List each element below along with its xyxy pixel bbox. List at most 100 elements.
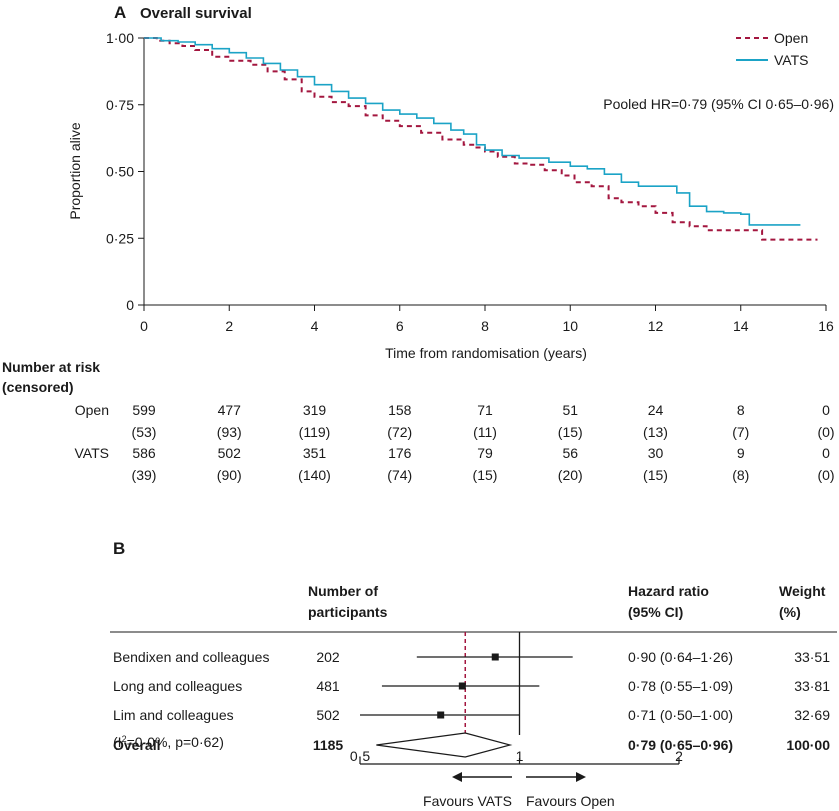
overall-label: Overall <box>113 737 160 753</box>
risk-censored: (8) <box>732 467 749 483</box>
y-axis: 0 0·25 0·50 0·75 1·00 <box>106 30 145 313</box>
risk-count: 8 <box>737 402 745 418</box>
forest-axis: 0·5 1 2 <box>350 748 683 765</box>
y-tick-label: 0·50 <box>106 164 134 180</box>
risk-censored: (90) <box>217 467 242 483</box>
x-tick-label: 12 <box>648 318 664 334</box>
risk-count: 158 <box>388 402 412 418</box>
risk-count: 586 <box>132 445 156 461</box>
risk-censored: (119) <box>299 424 331 440</box>
y-tick-label: 0 <box>126 297 134 313</box>
panel-b-letter: B <box>113 539 125 558</box>
arrow-left-head <box>452 772 462 782</box>
overall-hr-text: 0·79 (0·65–0·96) <box>628 737 733 753</box>
x-ticks: 0 2 4 6 8 10 12 14 16 <box>140 305 834 334</box>
study-point-estimate <box>437 711 445 719</box>
overall-participants: 1185 <box>313 737 344 753</box>
favours-arrows: Favours VATS Favours Open <box>423 772 615 809</box>
study-point-estimate <box>458 682 466 690</box>
risk-count: 51 <box>562 402 578 418</box>
risk-censored: (13) <box>643 424 668 440</box>
arrow-right-head <box>576 772 586 782</box>
y-tick-label: 1·00 <box>106 30 134 46</box>
risk-count: 9 <box>737 445 745 461</box>
survival-curves <box>144 37 818 241</box>
y-tick-label: 0·25 <box>106 230 134 246</box>
x-tick-label: 14 <box>733 318 749 334</box>
study-point-estimate <box>491 653 499 661</box>
header-participants: Number of <box>308 583 378 599</box>
risk-count: 79 <box>477 445 493 461</box>
risk-censored: (15) <box>473 467 498 483</box>
study-weight: 32·69 <box>794 707 830 723</box>
risk-censored: (93) <box>217 424 242 440</box>
header-hazard-ratio-ci: (95% CI) <box>628 604 683 620</box>
risk-count: 24 <box>648 402 664 418</box>
risk-censored: (72) <box>387 424 412 440</box>
y-axis-label: Proportion alive <box>67 122 83 219</box>
x-tick-label: 4 <box>311 318 319 334</box>
pooled-hr-annotation: Pooled HR=0·79 (95% CI 0·65–0·96) <box>603 96 834 112</box>
forest-headers: Number of participants Hazard ratio (95%… <box>308 583 826 620</box>
favours-vats-label: Favours VATS <box>423 793 512 809</box>
risk-count: 176 <box>388 445 412 461</box>
forest-tick-label: 0·5 <box>350 748 370 764</box>
risk-count: 599 <box>132 402 156 418</box>
risk-censored: (39) <box>132 467 157 483</box>
study-hr-text: 0·78 (0·55–1·09) <box>628 678 733 694</box>
forest-rows: Bendixen and colleagues 202 0·90 (0·64–1·2… <box>113 632 830 758</box>
x-tick-label: 0 <box>140 318 148 334</box>
risk-censored: (0) <box>817 424 834 440</box>
forest-tick-label: 2 <box>675 748 683 764</box>
study-participants: 502 <box>316 707 340 723</box>
favours-open-label: Favours Open <box>526 793 615 809</box>
legend-label-open: Open <box>774 30 808 46</box>
risk-censored: (7) <box>732 424 749 440</box>
study-weight: 33·51 <box>794 649 830 665</box>
study-hr-text: 0·71 (0·50–1·00) <box>628 707 733 723</box>
x-axis: 0 2 4 6 8 10 12 14 16 <box>140 304 834 334</box>
x-tick-label: 16 <box>818 318 834 334</box>
risk-count: 56 <box>562 445 578 461</box>
chart-title: Overall survival <box>140 5 252 22</box>
panel-b: B Number of participants Hazard ratio (9… <box>110 539 837 809</box>
overall-diamond <box>376 732 513 758</box>
header-participants-2: participants <box>308 604 388 620</box>
risk-table: Number at risk (censored) Open VATS 599 4… <box>2 359 835 483</box>
study-weight: 33·81 <box>794 678 830 694</box>
x-tick-label: 8 <box>481 318 489 334</box>
y-ticks: 0 0·25 0·50 0·75 1·00 <box>106 30 144 313</box>
series-line-open <box>144 37 818 241</box>
risk-censored: (15) <box>643 467 668 483</box>
risk-count: 71 <box>477 402 493 418</box>
study-name: Lim and colleagues <box>113 707 234 723</box>
study-name: Bendixen and colleagues <box>113 649 269 665</box>
risk-count: 502 <box>218 445 242 461</box>
panel-a: A Overall survival 0 0·25 0·50 0·75 1·00 Pro… <box>2 3 835 483</box>
series-line-vats <box>144 37 801 226</box>
study-hr-text: 0·90 (0·64–1·26) <box>628 649 733 665</box>
risk-censored: (53) <box>132 424 157 440</box>
risk-table-subheading: (censored) <box>2 379 74 395</box>
risk-count: 351 <box>303 445 327 461</box>
x-tick-label: 6 <box>396 318 404 334</box>
legend-item-vats: VATS <box>736 52 809 68</box>
risk-count: 0 <box>822 402 830 418</box>
risk-count: 319 <box>303 402 327 418</box>
risk-censored: (20) <box>558 467 583 483</box>
header-hazard-ratio: Hazard ratio <box>628 583 709 599</box>
study-participants: 202 <box>316 649 340 665</box>
risk-censored: (15) <box>558 424 583 440</box>
legend-label-vats: VATS <box>774 52 809 68</box>
study-participants: 481 <box>316 678 340 694</box>
risk-count: 30 <box>648 445 664 461</box>
risk-table-cells: 599 477 319 158 71 51 24 8 0 (53) (93) (119) (72) (11… <box>132 402 835 483</box>
x-axis-label: Time from randomisation (years) <box>385 345 587 361</box>
risk-row-label-open: Open <box>75 402 109 418</box>
risk-table-heading: Number at risk <box>2 359 100 375</box>
heterogeneity-note: (I2=0·0%, p=0·62) <box>113 734 224 750</box>
legend: Open VATS <box>736 30 809 68</box>
y-tick-label: 0·75 <box>106 97 134 113</box>
risk-censored: (11) <box>473 424 497 440</box>
